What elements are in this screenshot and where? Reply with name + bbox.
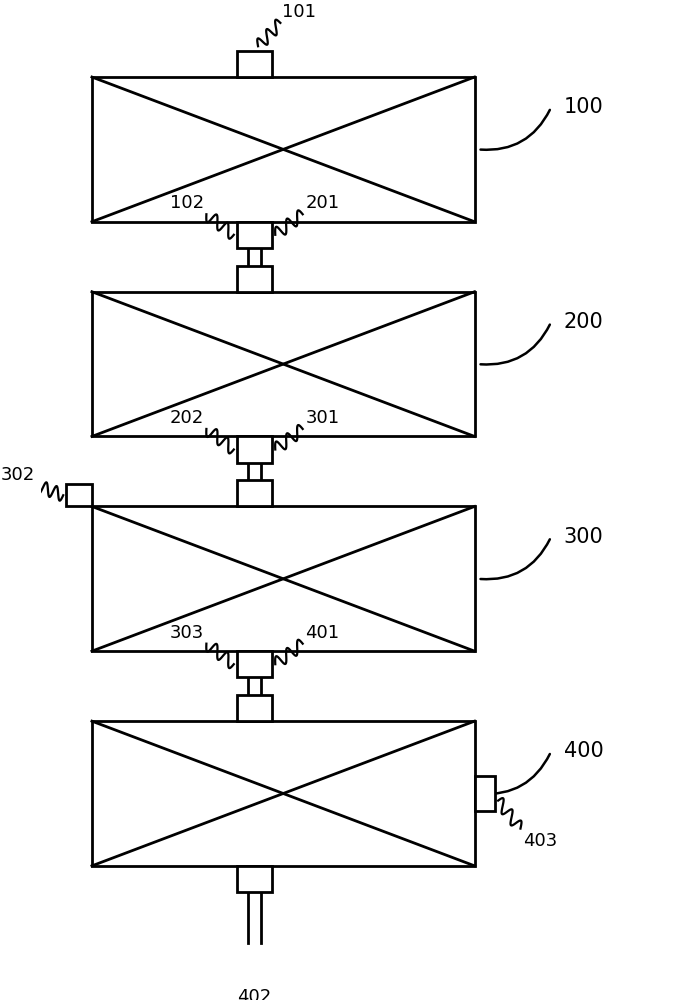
Bar	[237, 695, 272, 721]
Text: 303: 303	[169, 624, 204, 642]
Bar	[237, 651, 272, 677]
Text: 102: 102	[170, 194, 204, 212]
Text: 200: 200	[564, 312, 604, 332]
Bar	[92, 292, 475, 436]
Text: 300: 300	[564, 527, 604, 547]
Bar	[92, 77, 475, 222]
Text: 201: 201	[305, 194, 339, 212]
Text: 401: 401	[305, 624, 339, 642]
Text: 101: 101	[282, 3, 316, 21]
Bar	[237, 436, 272, 463]
Bar	[475, 776, 495, 811]
Bar	[92, 721, 475, 866]
Text: 202: 202	[169, 409, 204, 427]
Bar	[237, 222, 272, 248]
Bar	[237, 866, 272, 892]
Text: 403: 403	[523, 832, 558, 850]
Bar	[237, 51, 272, 77]
Bar	[92, 506, 475, 651]
Bar	[237, 266, 272, 292]
Text: 301: 301	[305, 409, 339, 427]
Text: 400: 400	[564, 741, 604, 761]
Text: 100: 100	[564, 97, 604, 117]
Bar	[67, 484, 92, 506]
Bar	[237, 480, 272, 506]
Text: 302: 302	[0, 466, 35, 484]
Text: 402: 402	[237, 988, 272, 1000]
